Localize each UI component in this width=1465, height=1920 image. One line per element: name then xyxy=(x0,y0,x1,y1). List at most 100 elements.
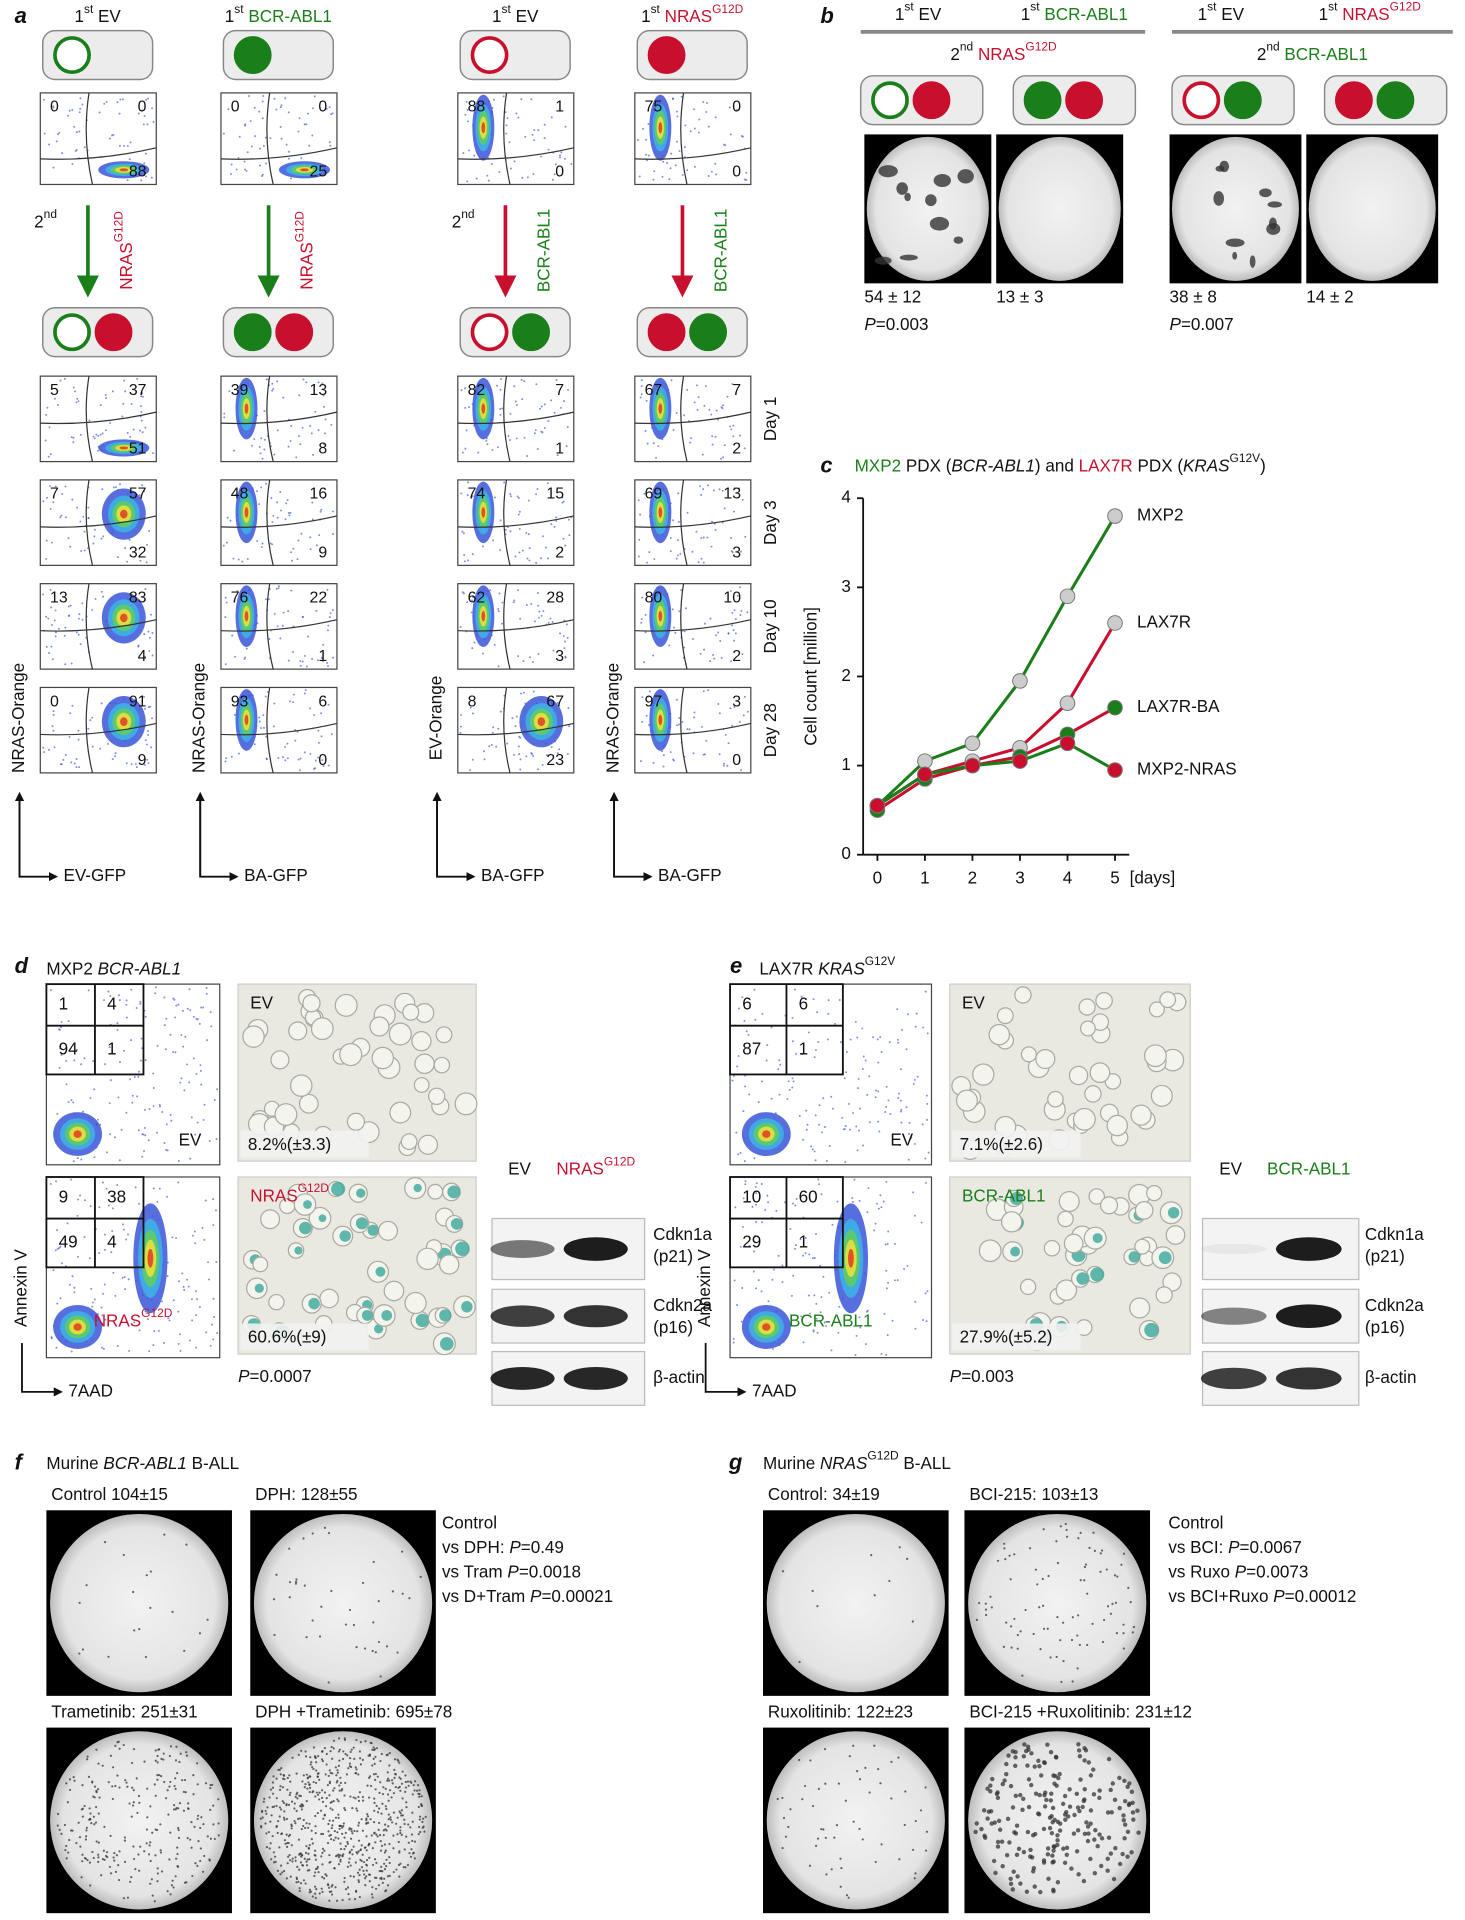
colony xyxy=(1109,1612,1113,1615)
colony xyxy=(418,1815,422,1818)
colony xyxy=(308,1891,311,1894)
colony xyxy=(279,1773,282,1776)
colony xyxy=(422,1825,425,1828)
x-tick-label: 5 xyxy=(1110,869,1120,888)
colony xyxy=(169,1831,172,1834)
event-dot xyxy=(327,665,329,668)
event-dot xyxy=(459,731,462,734)
colony xyxy=(858,1827,861,1830)
colony xyxy=(135,1777,138,1780)
event-dot xyxy=(641,596,644,599)
colony xyxy=(166,1789,169,1792)
event-dot xyxy=(282,611,285,614)
event-dot xyxy=(78,130,81,133)
event-dot xyxy=(143,1150,146,1152)
colony xyxy=(332,1839,336,1842)
event-dot xyxy=(743,695,746,698)
colony xyxy=(332,1800,335,1803)
event-dot xyxy=(523,436,526,439)
density xyxy=(120,717,128,726)
colony xyxy=(365,1817,368,1820)
event-dot xyxy=(272,388,275,390)
event-dot xyxy=(279,491,282,494)
event-dot xyxy=(329,612,332,615)
event-dot xyxy=(677,723,680,726)
colony xyxy=(294,1856,297,1859)
cell xyxy=(996,1007,1014,1025)
event-dot xyxy=(165,1149,168,1151)
colony xyxy=(903,1823,906,1827)
quadrant-value: 0 xyxy=(732,163,741,180)
text-part: P xyxy=(1228,1538,1240,1557)
colony xyxy=(321,1800,325,1803)
series-label: LAX7R xyxy=(1137,613,1191,632)
colony xyxy=(403,1818,406,1821)
colony xyxy=(81,1648,85,1651)
colony xyxy=(130,1815,133,1818)
colony xyxy=(373,1858,377,1861)
protein-label: Cdkn2a xyxy=(653,1296,712,1315)
event-dot xyxy=(265,482,267,485)
colony xyxy=(837,1782,840,1785)
colony xyxy=(60,1832,63,1835)
event-dot xyxy=(522,691,525,694)
event-dot xyxy=(779,1063,782,1066)
event-dot xyxy=(712,654,715,656)
colony xyxy=(298,1887,301,1890)
colony xyxy=(1061,1846,1066,1851)
cell xyxy=(1159,991,1177,1009)
event-dot xyxy=(675,557,678,560)
colony xyxy=(288,1547,291,1550)
event-dot xyxy=(722,456,725,459)
event-dot xyxy=(900,1028,903,1031)
colony xyxy=(177,1836,181,1839)
stained-cell xyxy=(447,1185,461,1199)
event-dot xyxy=(887,1281,890,1284)
event-dot xyxy=(300,532,303,535)
colony xyxy=(341,1757,345,1761)
event-dot xyxy=(109,421,112,424)
event-dot xyxy=(309,752,312,755)
event-dot xyxy=(292,650,295,653)
colony xyxy=(269,1842,272,1845)
event-dot xyxy=(256,539,259,542)
event-dot xyxy=(676,140,679,143)
colony xyxy=(302,1879,306,1882)
colony xyxy=(388,1874,391,1877)
colony xyxy=(314,1849,317,1852)
colony xyxy=(305,1822,308,1825)
event-dot xyxy=(135,1006,138,1009)
colony xyxy=(398,1761,401,1764)
event-dot xyxy=(104,1318,107,1321)
event-dot xyxy=(668,644,671,647)
event-dot xyxy=(56,1229,59,1232)
event-dot xyxy=(147,1318,149,1321)
gate-line xyxy=(220,411,338,425)
colony xyxy=(174,1777,177,1780)
text-part: EV xyxy=(962,993,985,1012)
colony xyxy=(187,1807,190,1810)
event-dot xyxy=(291,559,293,562)
event-dot xyxy=(738,760,741,763)
event-dot xyxy=(517,589,520,592)
event-dot xyxy=(199,1069,202,1072)
colony xyxy=(342,1750,345,1753)
colony xyxy=(132,1845,135,1848)
colony xyxy=(371,1649,374,1653)
first-construct: 1st NRASG12D xyxy=(1319,0,1422,23)
colony xyxy=(337,1800,340,1803)
colony xyxy=(311,1619,314,1622)
event-dot xyxy=(102,1347,105,1350)
event-dot xyxy=(742,714,745,717)
x-tick-label: 3 xyxy=(1015,869,1024,888)
second-label: 2nd xyxy=(452,207,475,231)
text-part: Control xyxy=(1168,1513,1223,1532)
text-part: G12D xyxy=(112,211,126,243)
event-dot xyxy=(509,493,512,496)
event-dot xyxy=(466,180,469,183)
event-dot xyxy=(151,632,154,634)
colony xyxy=(388,1752,391,1755)
event-dot xyxy=(321,759,324,762)
event-dot xyxy=(724,733,727,736)
event-dot xyxy=(225,541,228,544)
